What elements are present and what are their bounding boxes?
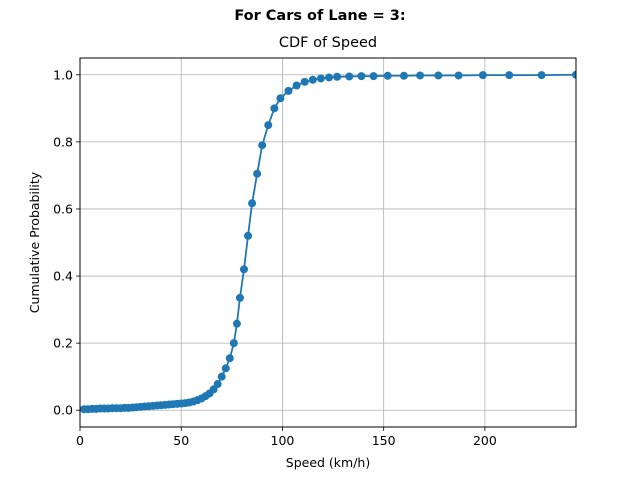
data-point: [217, 372, 226, 381]
data-point: [383, 71, 392, 80]
grid: [79, 58, 576, 427]
data-point: [258, 141, 267, 150]
data-point: [225, 354, 234, 363]
data-point: [345, 72, 354, 81]
x-axis-label: Speed (km/h): [286, 455, 370, 470]
data-point: [264, 121, 273, 130]
series-line: [84, 73, 576, 411]
data-point: [505, 71, 514, 80]
data-point: [399, 71, 408, 80]
figure-suptitle: For Cars of Lane = 3:: [234, 8, 406, 24]
data-point: [284, 86, 293, 95]
data-point: [316, 74, 325, 83]
data-point: [229, 339, 238, 348]
series-markers: [80, 70, 576, 414]
data-point: [221, 364, 230, 373]
data-point: [270, 104, 279, 113]
data-point: [253, 169, 262, 178]
data-point: [478, 71, 487, 80]
x-tick-label: 0: [76, 433, 84, 448]
y-axis-label: Cumulative Probability: [27, 171, 42, 313]
y-tick-label: 0.6: [53, 201, 73, 216]
data-point: [235, 293, 244, 302]
data-point: [357, 72, 366, 81]
data-point: [416, 71, 425, 80]
data-point: [213, 380, 222, 389]
data-point: [537, 71, 546, 80]
data-point: [454, 71, 463, 80]
y-tick-label: 0.2: [53, 336, 73, 351]
data-point: [325, 73, 334, 82]
x-tick-label: 150: [372, 433, 396, 448]
data-point: [572, 70, 576, 79]
data-point: [239, 265, 248, 274]
x-tick-label: 50: [173, 433, 189, 448]
y-tick-label: 0.0: [53, 403, 73, 418]
data-point: [308, 75, 317, 84]
data-point: [232, 319, 241, 328]
y-axis: 0.0 0.2 0.4 0.6 0.8 1.0: [53, 67, 80, 418]
data-point: [244, 231, 253, 240]
data-point: [292, 81, 301, 90]
chart-title: CDF of Speed: [278, 35, 378, 51]
y-tick-label: 0.4: [53, 269, 73, 284]
data-point: [248, 199, 257, 208]
x-tick-label: 100: [271, 433, 295, 448]
x-tick-label: 200: [473, 433, 497, 448]
data-point: [333, 72, 342, 81]
y-tick-label: 1.0: [53, 67, 73, 82]
y-tick-label: 0.8: [53, 134, 73, 149]
data-point: [300, 77, 309, 86]
data-point: [434, 71, 443, 80]
series-cdf: [80, 70, 576, 414]
x-axis: 0 50 100 150 200: [76, 427, 497, 448]
axes-frame: [79, 57, 577, 428]
data-point: [369, 72, 378, 81]
data-point: [276, 94, 285, 103]
